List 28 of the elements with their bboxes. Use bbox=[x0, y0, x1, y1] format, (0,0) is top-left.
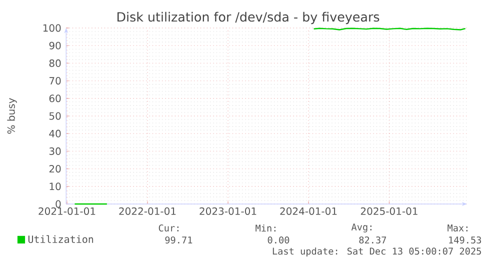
y-tick-label: 40 bbox=[49, 130, 61, 138]
y-tick-label: 20 bbox=[49, 165, 61, 173]
text: 82.37 bbox=[359, 236, 386, 244]
text: 99.71 bbox=[165, 236, 192, 244]
x-tick-label: 2022-01-01 bbox=[119, 207, 176, 215]
y-tick-label: 70 bbox=[50, 77, 61, 85]
legend-label: Utilization bbox=[28, 235, 94, 244]
text: Last update: Sat Dec 13 05:00:07 2025 bbox=[272, 247, 481, 257]
text: 149.53 bbox=[449, 236, 482, 244]
y-tick-label: 100 bbox=[43, 24, 61, 32]
y-tick-label: 50 bbox=[49, 112, 61, 120]
x-tick-label: 2024-01-01 bbox=[280, 207, 337, 215]
y-tick-label: 90 bbox=[49, 42, 61, 50]
x-tick-label: 2021-01-01 bbox=[38, 207, 96, 215]
y-tick-label: 80 bbox=[49, 59, 61, 67]
text: 0.00 bbox=[268, 236, 290, 244]
text: Min: bbox=[256, 224, 276, 232]
x-tick-label: 2025-01-01 bbox=[360, 207, 418, 215]
y-tick-label: 30 bbox=[49, 147, 61, 155]
y-axis-title: % busy bbox=[7, 98, 17, 134]
y-tick-label: 0 bbox=[56, 200, 61, 208]
chart-title: Disk utilization for /dev/sda - by fiveyears bbox=[117, 12, 380, 24]
y-tick-label: 10 bbox=[50, 182, 61, 190]
text: Cur: bbox=[158, 224, 178, 232]
text: Avg: bbox=[351, 224, 372, 232]
text: Max: bbox=[448, 224, 468, 232]
x-tick-label: 2023-01-01 bbox=[200, 207, 256, 215]
y-tick-label: 60 bbox=[49, 94, 61, 102]
